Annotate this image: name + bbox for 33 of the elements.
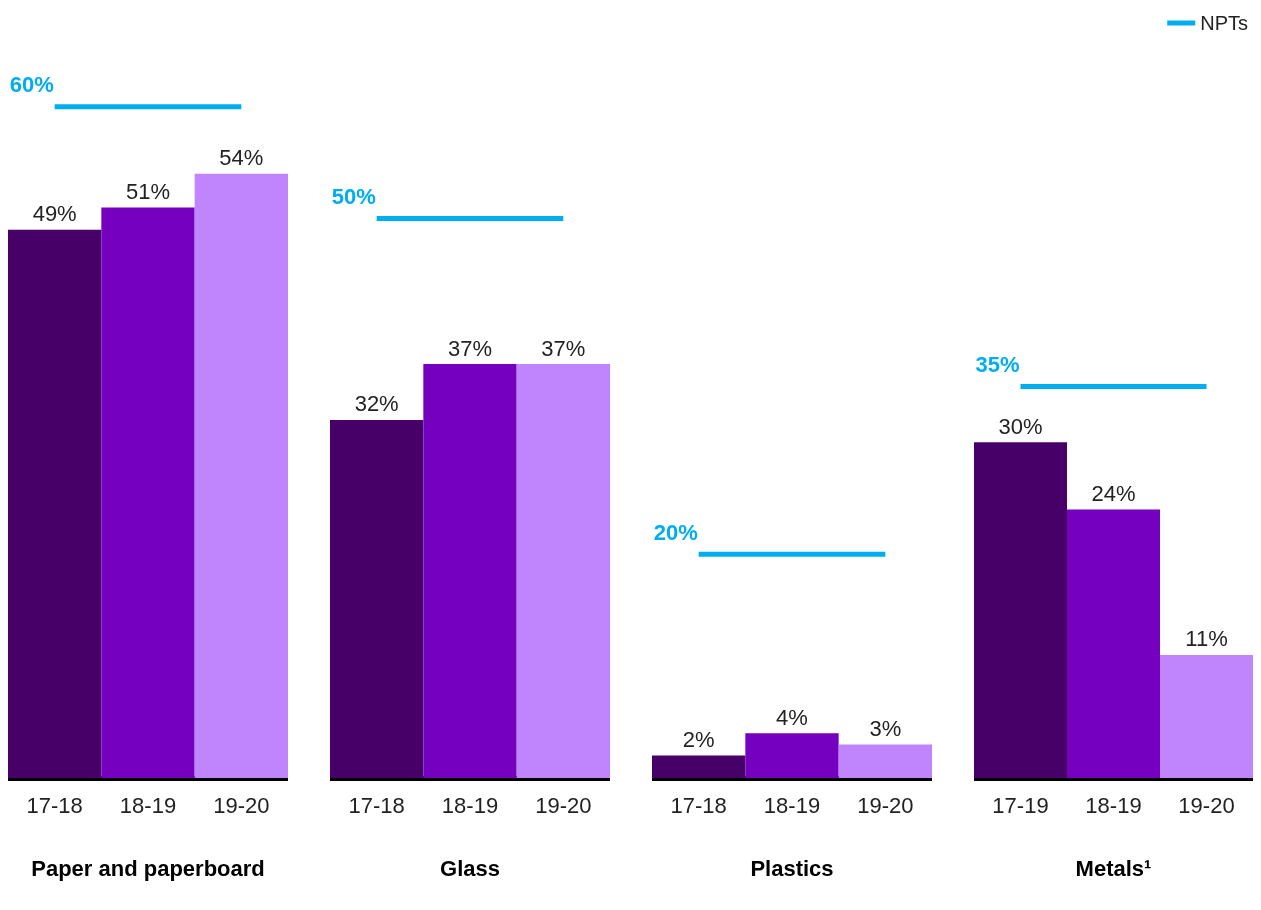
- data-label: 60%: [9, 72, 54, 98]
- data-label: 32%: [354, 391, 399, 417]
- data-label: 3%: [869, 715, 902, 741]
- legend-label: NPTs: [1200, 12, 1249, 34]
- x-tick-label: 17-18: [670, 792, 727, 818]
- x-axis-title: Glass: [440, 855, 500, 881]
- data-label: 54%: [219, 145, 264, 171]
- data-label: 37%: [447, 335, 493, 361]
- data-label: 24%: [1091, 480, 1136, 506]
- x-tick-label: 18-19: [119, 792, 177, 818]
- x-tick-label: 19-20: [1178, 792, 1235, 818]
- x-tick-label: 17-19: [992, 792, 1049, 818]
- x-tick-label: 18-19: [441, 792, 499, 818]
- data-label: 20%: [653, 519, 698, 545]
- data-label: 2%: [682, 727, 715, 753]
- data-label: 37%: [541, 335, 586, 361]
- x-tick-label: 17-18: [26, 792, 83, 818]
- x-tick-label: 17-18: [348, 792, 405, 818]
- data-label: 51%: [125, 178, 171, 204]
- x-tick-label: 19-20: [535, 792, 592, 818]
- x-tick-label: 18-19: [763, 792, 821, 818]
- x-axis-title: Metals¹: [1075, 855, 1152, 881]
- x-tick-label: 19-20: [213, 792, 270, 818]
- x-tick-label: 19-20: [857, 792, 914, 818]
- data-label: 35%: [975, 351, 1020, 377]
- data-label: 4%: [776, 704, 808, 730]
- data-label: 49%: [32, 201, 77, 227]
- data-label: 11%: [1185, 626, 1228, 652]
- x-axis-title: Paper and paperboard: [31, 855, 265, 881]
- data-label: 30%: [998, 413, 1043, 439]
- data-label: 50%: [331, 184, 376, 210]
- x-axis-title: Plastics: [750, 855, 834, 881]
- x-tick-label: 18-19: [1085, 792, 1142, 818]
